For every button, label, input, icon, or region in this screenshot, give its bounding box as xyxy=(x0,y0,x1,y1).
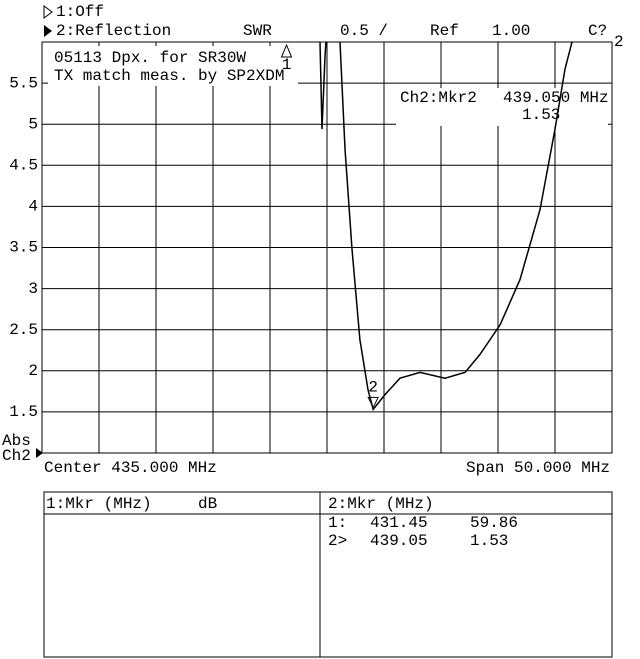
y-axis-label: Ch2 xyxy=(2,447,31,465)
ch1-indicator xyxy=(43,5,53,19)
table-rows: 1: 431.45 59.86 2> 439.05 1.53 xyxy=(328,514,518,550)
ch2-indicator xyxy=(44,25,52,37)
title-box xyxy=(48,46,298,86)
y-tick-label: 3.5 xyxy=(9,239,38,257)
y-tick-label: 5.5 xyxy=(9,74,38,92)
ch2-label: 2:Reflection xyxy=(56,22,171,40)
cal-sub: 2 xyxy=(614,33,624,51)
table-cell: 439.05 xyxy=(370,532,428,550)
readout-value: 1.53 xyxy=(522,106,560,124)
y-axis-label: Abs xyxy=(2,432,31,450)
y-tick-label: 2.5 xyxy=(9,321,38,339)
readout-frequency: 439.050 MHz xyxy=(503,89,609,107)
table-header: 2:Mkr (MHz) xyxy=(328,495,434,513)
y-tick-label: 5 xyxy=(28,115,38,133)
marker-symbol xyxy=(280,43,293,58)
marker-label: 2 xyxy=(368,379,378,397)
y-tick-label: 2 xyxy=(28,362,38,380)
center-label: Center 435.000 MHz xyxy=(44,459,217,477)
marker-label: 1 xyxy=(282,56,292,74)
marker-symbol xyxy=(367,396,379,409)
y-tick-label: 4 xyxy=(28,198,38,216)
table-unit: dB xyxy=(198,495,217,513)
table-cell: 1.53 xyxy=(470,532,508,550)
ch1-label: 1:Off xyxy=(56,3,104,21)
table-cell: 59.86 xyxy=(470,514,518,532)
title-line: 05113 Dpx. for SR30W xyxy=(54,49,246,67)
y-tick-label: 1.5 xyxy=(9,403,38,421)
y-tick-label: 4.5 xyxy=(9,157,38,175)
ref-label: Ref xyxy=(430,22,459,40)
cal-label: C? xyxy=(588,22,607,40)
title-line: TX match meas. by SP2XDM xyxy=(54,67,284,85)
table-header: 1:Mkr (MHz) xyxy=(46,495,152,513)
ref-arrow xyxy=(36,448,43,458)
scale-label: 0.5 / xyxy=(340,22,388,40)
format-label: SWR xyxy=(243,22,272,40)
span-label: Span 50.000 MHz xyxy=(466,459,610,477)
readout-label: Ch2:Mkr2 xyxy=(400,89,477,107)
y-tick-label: 3 xyxy=(28,280,38,298)
table-cell: 1: xyxy=(328,514,347,532)
table-cell: 431.45 xyxy=(370,514,428,532)
table-cell: 2> xyxy=(328,532,347,550)
trace xyxy=(319,41,573,412)
plot-area xyxy=(41,41,613,454)
ref-value: 1.00 xyxy=(492,22,530,40)
readout-box xyxy=(396,88,608,126)
table-frame xyxy=(43,491,613,658)
